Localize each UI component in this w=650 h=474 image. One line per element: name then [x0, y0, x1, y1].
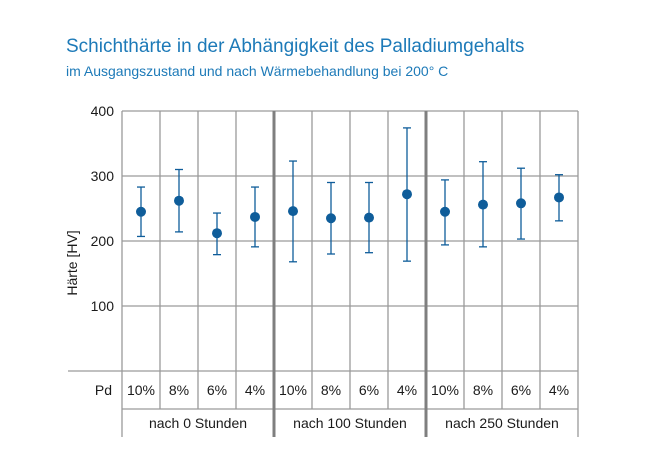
data-point — [478, 199, 488, 210]
y-tick-label: 200 — [91, 233, 115, 249]
y-tick-label: 300 — [91, 168, 115, 184]
data-point — [364, 212, 374, 223]
data-point — [554, 192, 564, 203]
data-point — [402, 189, 412, 200]
chart-title: Schichthärte in der Abhängigkeit des Pal… — [66, 36, 525, 57]
group-label: nach 100 Stunden — [293, 415, 407, 431]
data-point — [174, 195, 184, 206]
y-tick-label: 400 — [91, 103, 115, 119]
x-tick-label: 10% — [431, 382, 459, 398]
chart-subtitle: im Ausgangszustand und nach Wärmebehandl… — [66, 63, 449, 79]
x-tick-label: 6% — [511, 382, 531, 398]
data-point — [212, 228, 222, 239]
x-tick-label: 6% — [207, 382, 227, 398]
x-tick-label: 10% — [127, 382, 155, 398]
data-point — [288, 206, 298, 217]
data-point — [326, 213, 336, 224]
x-tick-label: 10% — [279, 382, 307, 398]
x-tick-label: 8% — [321, 382, 341, 398]
y-tick-label: 100 — [91, 298, 115, 314]
category-row-label: Pd — [95, 382, 112, 398]
x-tick-label: 4% — [549, 382, 569, 398]
y-axis-label: Härte [HV] — [64, 230, 80, 295]
group-label: nach 0 Stunden — [149, 415, 247, 431]
x-tick-label: 4% — [245, 382, 265, 398]
x-tick-label: 8% — [473, 382, 493, 398]
x-tick-label: 6% — [359, 382, 379, 398]
data-point — [250, 211, 260, 222]
data-point — [136, 206, 146, 217]
data-point — [440, 206, 450, 217]
x-tick-label: 8% — [169, 382, 189, 398]
group-label: nach 250 Stunden — [445, 415, 559, 431]
data-point — [516, 198, 526, 209]
x-tick-label: 4% — [397, 382, 417, 398]
